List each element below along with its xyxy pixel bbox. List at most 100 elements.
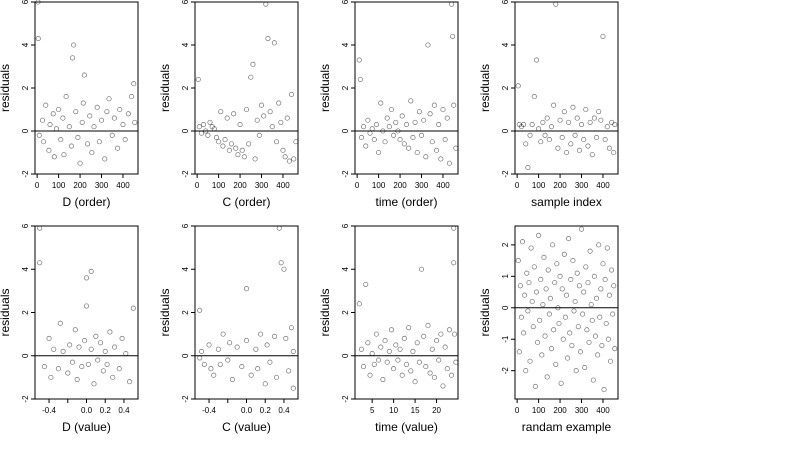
data-point [440, 106, 446, 113]
data-point [453, 359, 459, 365]
data-point [450, 33, 456, 39]
data-point [215, 346, 221, 352]
data-point [446, 327, 452, 333]
data-point [536, 232, 542, 238]
data-point [107, 329, 113, 335]
data-point [555, 145, 561, 151]
x-tick-label: 15 [411, 406, 420, 415]
y-axis-label: residuals [158, 64, 172, 112]
data-point [276, 100, 282, 106]
data-point [531, 94, 537, 100]
data-point [533, 289, 540, 295]
data-point [521, 122, 527, 128]
y-tick-label: 2 [181, 310, 190, 315]
data-point [414, 340, 420, 346]
data-point [356, 301, 362, 307]
data-point [599, 342, 605, 349]
data-point [253, 346, 259, 352]
data-point [552, 280, 558, 286]
data-point [388, 106, 395, 113]
data-point [110, 374, 116, 380]
data-point [436, 122, 442, 128]
data-point [534, 339, 541, 345]
data-point [427, 370, 433, 376]
data-point [282, 154, 288, 160]
data-point [589, 317, 595, 323]
data-point [444, 115, 450, 121]
data-point [63, 94, 69, 100]
data-point [544, 374, 550, 380]
data-point [94, 104, 100, 110]
data-point [418, 266, 425, 272]
data-point [96, 139, 102, 145]
data-point [515, 83, 521, 89]
data-point [208, 366, 214, 372]
data-point [258, 102, 265, 108]
data-point [433, 338, 440, 344]
data-point [548, 346, 555, 352]
data-point [412, 379, 418, 385]
data-point [425, 42, 431, 48]
data-point [289, 91, 295, 98]
data-point [222, 137, 228, 143]
x-tick-label: 100 [212, 181, 226, 190]
x-tick-label: 200 [553, 406, 567, 415]
x-tick-label: 0.0 [81, 406, 93, 415]
data-point [412, 119, 418, 125]
x-tick-label: 0.4 [278, 406, 290, 415]
data-point [36, 132, 42, 138]
data-point [395, 128, 401, 134]
data-point [127, 379, 133, 385]
data-point [546, 311, 552, 317]
data-point [588, 302, 594, 308]
y-tick-label: 0 [501, 305, 510, 310]
data-point [590, 377, 596, 383]
data-point [436, 357, 442, 363]
data-point [382, 338, 388, 344]
data-point [246, 141, 252, 147]
panel-time-order: 0 100 200 300 400 -2 0 2 4 6 time (order) residuals [318, 0, 459, 209]
data-point [264, 342, 270, 348]
data-point [529, 298, 535, 305]
data-point [46, 335, 52, 342]
data-point [593, 295, 600, 301]
data-point [423, 154, 429, 160]
x-tick-label: 100 [52, 181, 66, 190]
data-point [213, 134, 220, 141]
data-point [363, 143, 369, 149]
data-point [369, 351, 375, 357]
data-point [566, 119, 572, 125]
data-point [206, 342, 212, 348]
data-point [600, 33, 606, 39]
x-tick-label: -0.4 [202, 406, 216, 415]
data-point [57, 320, 63, 326]
panel-time-value: 5 10 15 20 -2 0 2 4 6 time (value) residuals [318, 223, 459, 434]
y-tick-label: 2 [181, 85, 190, 90]
y-axis-label: residuals [158, 288, 172, 336]
data-point [51, 346, 57, 352]
data-point [198, 130, 204, 136]
data-point [604, 124, 610, 130]
data-point [602, 276, 608, 283]
data-point [256, 132, 262, 138]
y-tick-label: 4 [341, 42, 350, 47]
data-point [516, 349, 522, 355]
data-point [93, 333, 99, 339]
data-point [224, 115, 230, 121]
data-point [525, 165, 531, 171]
data-point [211, 126, 217, 132]
data-point [205, 132, 211, 138]
x-tick-label: 400 [116, 181, 130, 190]
data-point [449, 372, 455, 378]
y-tick-label: 6 [181, 0, 190, 4]
y-tick-label: -2 [501, 170, 510, 178]
data-point [609, 119, 615, 125]
data-point [69, 359, 76, 365]
y-tick-label: 4 [341, 266, 350, 271]
y-tick-label: 4 [21, 266, 30, 271]
data-point [559, 134, 565, 141]
data-point [611, 283, 617, 289]
data-point [527, 132, 533, 138]
x-tick-label: 400 [596, 181, 610, 190]
